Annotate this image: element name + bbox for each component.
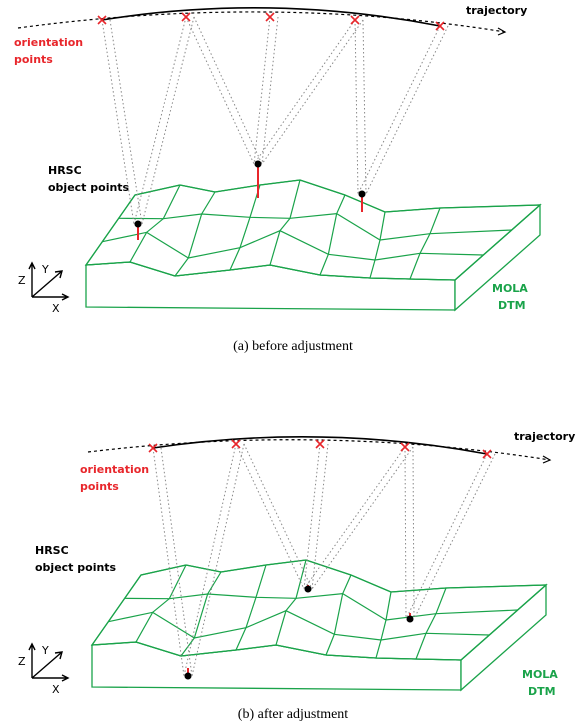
dtm-label: MOLA (522, 668, 558, 681)
object-point (185, 673, 192, 680)
trajectory-label: trajectory (514, 430, 575, 443)
hrsc-label: HRSC (35, 544, 69, 557)
ray (363, 20, 366, 194)
ray (358, 26, 440, 194)
orientation-label: orientation (80, 463, 149, 476)
axis-y: Y (41, 644, 49, 657)
hrsc-label: HRSC (48, 164, 82, 177)
axis-y: Y (41, 263, 49, 276)
axis-x: X (52, 683, 60, 696)
ray (304, 447, 405, 589)
ray (262, 20, 363, 164)
axis-z: Z (18, 655, 26, 668)
caption: (a) before adjustment (233, 339, 353, 354)
axis-x: X (52, 302, 60, 315)
object-point (407, 616, 414, 623)
ray (366, 26, 448, 194)
object-point (359, 191, 366, 198)
caption: (b) after adjustment (238, 707, 349, 722)
object-point (135, 221, 142, 228)
trajectory-dash (18, 12, 505, 32)
ray (355, 20, 358, 194)
object-point (255, 161, 262, 168)
ray (254, 17, 270, 164)
dtm-label: MOLA (492, 282, 528, 295)
orientation-point (316, 440, 324, 448)
orientation-label: points (80, 480, 119, 493)
object-point (305, 586, 312, 593)
orientation-label: points (14, 53, 53, 66)
trajectory-label: trajectory (466, 4, 527, 17)
dtm-label: DTM (528, 685, 556, 698)
hrsc-label: object points (35, 561, 117, 574)
ray (312, 447, 413, 589)
orientation-point (266, 13, 274, 21)
orientation-label: orientation (14, 36, 83, 49)
axis-z: Z (18, 274, 26, 287)
ray (194, 17, 262, 164)
orientation-point (351, 16, 359, 24)
figure: Z Y Xtrajectory orientation points HRSC object… (0, 0, 586, 728)
orientation-point (232, 440, 240, 448)
ray (186, 17, 254, 164)
orientation-point (182, 13, 190, 21)
hrsc-label: object points (48, 181, 130, 194)
ray (254, 20, 355, 164)
orientation-point (401, 443, 409, 451)
dtm-label: DTM (498, 299, 526, 312)
